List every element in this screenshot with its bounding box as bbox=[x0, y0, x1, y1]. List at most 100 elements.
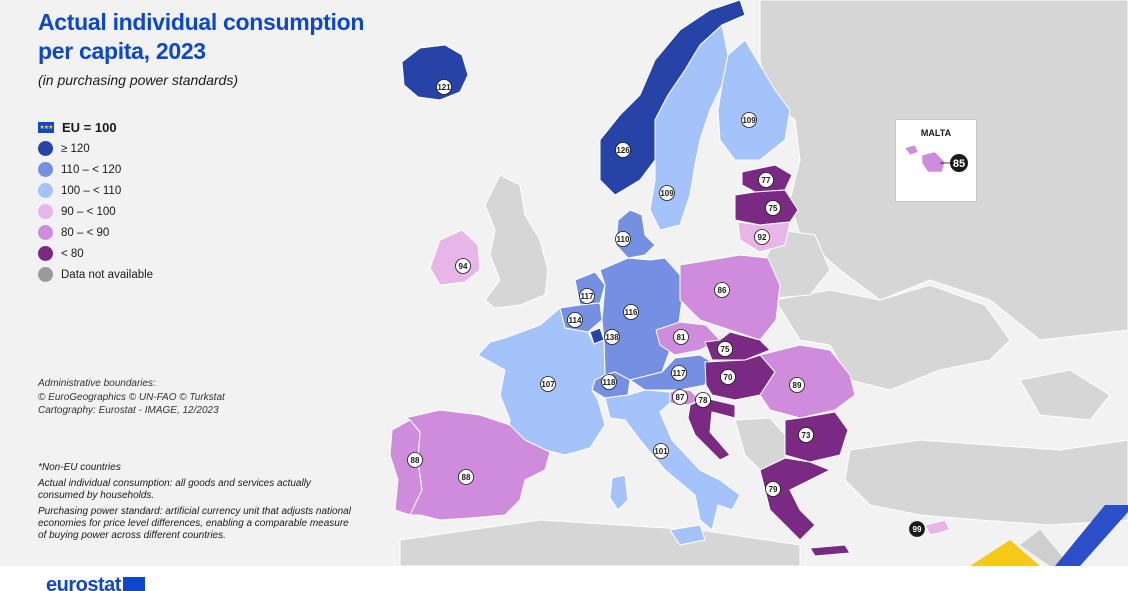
country-EL bbox=[759, 457, 831, 541]
value-label-text: 117 bbox=[673, 369, 686, 378]
value-label-text: 116 bbox=[625, 308, 638, 317]
value-label-EL: 79 bbox=[765, 481, 781, 497]
legend-eu-row: ★★★ EU = 100 bbox=[38, 116, 153, 138]
title-line-1: Actual individual consumption bbox=[38, 9, 365, 35]
value-label-HU: 70 bbox=[720, 369, 736, 385]
value-label-LV: 75 bbox=[765, 200, 781, 216]
value-label-text: 77 bbox=[762, 176, 771, 185]
value-label-text: 73 bbox=[802, 431, 811, 440]
value-label-text: 121 bbox=[437, 83, 451, 92]
value-label-text: 110 bbox=[617, 235, 630, 244]
value-label-circle bbox=[601, 374, 617, 390]
value-label-circle bbox=[579, 288, 595, 304]
value-label-text: 92 bbox=[758, 233, 767, 242]
value-label-circle bbox=[765, 200, 781, 216]
value-label-IT: 101 bbox=[653, 443, 669, 459]
admin-boundaries-note: Administrative boundaries: © EuroGeograp… bbox=[38, 377, 258, 418]
eurostat-logo: eurostat bbox=[46, 574, 145, 591]
value-label-FI: 109 bbox=[741, 112, 757, 128]
value-label-AT: 117 bbox=[671, 365, 687, 381]
value-label-circle bbox=[758, 172, 774, 188]
admin-line-3: Cartography: Eurostat - IMAGE, 12/2023 bbox=[38, 405, 219, 416]
admin-line-2: © EuroGeographics © UN-FAO © Turkstat bbox=[38, 391, 225, 403]
value-label-circle bbox=[623, 304, 639, 320]
value-label-text: 101 bbox=[654, 447, 668, 456]
value-label-text: 117 bbox=[581, 292, 594, 301]
value-label-DK: 110 bbox=[615, 231, 631, 247]
value-label-BE: 114 bbox=[567, 312, 583, 328]
legend-item: < 80 bbox=[38, 243, 153, 264]
value-label-text: 94 bbox=[459, 262, 468, 271]
legend-item-label: 80 – < 90 bbox=[61, 226, 110, 239]
legend-item: ≥ 120 bbox=[38, 138, 153, 159]
value-label-NO: 126 bbox=[615, 142, 631, 158]
admin-line-1: Administrative boundaries: bbox=[38, 378, 156, 389]
value-label-circle bbox=[714, 282, 730, 298]
title-line-2: per capita, 2023 bbox=[38, 38, 206, 64]
value-label-circle bbox=[909, 521, 925, 537]
value-label-text: 88 bbox=[411, 456, 420, 465]
value-label-text: 78 bbox=[699, 396, 708, 405]
malta-inset-label: MALTA bbox=[920, 128, 952, 138]
legend-item: 80 – < 90 bbox=[38, 222, 153, 243]
eu-flag-icon: ★★★ bbox=[38, 121, 54, 133]
land-caucasus bbox=[1019, 369, 1111, 421]
legend-item: Data not available bbox=[38, 264, 153, 285]
country-EL-crete bbox=[809, 544, 851, 557]
legend-swatch-icon bbox=[38, 183, 53, 198]
country-IT bbox=[604, 389, 741, 531]
map-subtitle: (in purchasing power standards) bbox=[38, 72, 238, 88]
value-label-circle bbox=[455, 258, 471, 274]
value-label-text: 75 bbox=[721, 345, 730, 354]
value-label-PT: 88 bbox=[407, 452, 423, 468]
corner-decoration bbox=[970, 505, 1128, 566]
value-label-HR: 78 bbox=[695, 392, 711, 408]
country-IT-sicily bbox=[669, 524, 706, 546]
value-label-circle bbox=[789, 377, 805, 393]
value-label-circle bbox=[540, 376, 556, 392]
legend-swatch-icon bbox=[38, 204, 53, 219]
legend-eu-label: EU = 100 bbox=[62, 119, 117, 135]
value-label-circle bbox=[720, 369, 736, 385]
note-non-eu: *Non-EU countries bbox=[38, 462, 121, 473]
value-label-text: 118 bbox=[603, 378, 616, 387]
map-canvas: 121 126 109 109 77 75 92 110 94 117 114 138 116 86 81 7… bbox=[0, 0, 1128, 566]
legend-swatch-icon bbox=[38, 225, 53, 240]
legend-item: 90 – < 100 bbox=[38, 201, 153, 222]
value-label-circle bbox=[798, 427, 814, 443]
value-label-LT: 92 bbox=[754, 229, 770, 245]
chevron-grey-icon bbox=[1020, 530, 1070, 566]
value-label-circle bbox=[765, 481, 781, 497]
value-label-FR: 107 bbox=[540, 376, 556, 392]
value-label-circle bbox=[653, 443, 669, 459]
value-label-SI: 87 bbox=[672, 389, 688, 405]
value-label-circle bbox=[673, 329, 689, 345]
value-label-IE: 94 bbox=[455, 258, 471, 274]
footnotes: *Non-EU countries Actual individual cons… bbox=[38, 462, 353, 546]
footer: eurostat bbox=[0, 566, 1128, 591]
land-uk bbox=[484, 174, 549, 309]
legend: ★★★ EU = 100 ≥ 120 110 – < 120 100 – < 110… bbox=[38, 116, 153, 285]
country-SE bbox=[649, 24, 729, 231]
value-label-SE: 109 bbox=[659, 185, 675, 201]
value-label-circle bbox=[407, 452, 423, 468]
value-label-text: 109 bbox=[660, 189, 674, 198]
value-label-text: 126 bbox=[616, 146, 630, 155]
value-label-text: 75 bbox=[769, 204, 778, 213]
value-label-text: 99 bbox=[913, 525, 922, 534]
value-label-NL: 117 bbox=[579, 288, 595, 304]
country-CY bbox=[924, 519, 951, 536]
value-label-CZ: 81 bbox=[673, 329, 689, 345]
value-label-CH: 118 bbox=[601, 374, 617, 390]
value-label-text: 109 bbox=[742, 116, 756, 125]
value-label-circle bbox=[754, 229, 770, 245]
value-label-RO: 89 bbox=[789, 377, 805, 393]
legend-item-label: 90 – < 100 bbox=[61, 205, 116, 218]
value-label-ES: 88 bbox=[458, 469, 474, 485]
value-label-circle bbox=[436, 79, 452, 95]
value-label-BG: 73 bbox=[798, 427, 814, 443]
chevron-blue-icon bbox=[1055, 505, 1128, 566]
value-label-circle bbox=[717, 341, 733, 357]
value-label-LU: 138 bbox=[604, 329, 620, 345]
map-title: Actual individual consumption per capita… bbox=[38, 8, 364, 66]
